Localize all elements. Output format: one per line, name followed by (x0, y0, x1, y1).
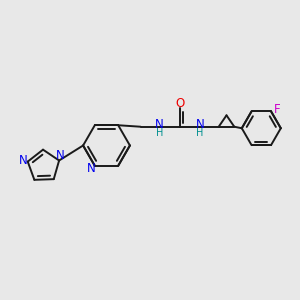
Text: F: F (274, 103, 280, 116)
Text: H: H (156, 128, 163, 138)
Text: N: N (155, 118, 164, 131)
Text: N: N (56, 149, 65, 162)
Text: N: N (87, 162, 96, 175)
Text: O: O (176, 97, 184, 110)
Text: N: N (196, 118, 205, 131)
Text: H: H (196, 128, 204, 138)
Text: N: N (19, 154, 28, 166)
